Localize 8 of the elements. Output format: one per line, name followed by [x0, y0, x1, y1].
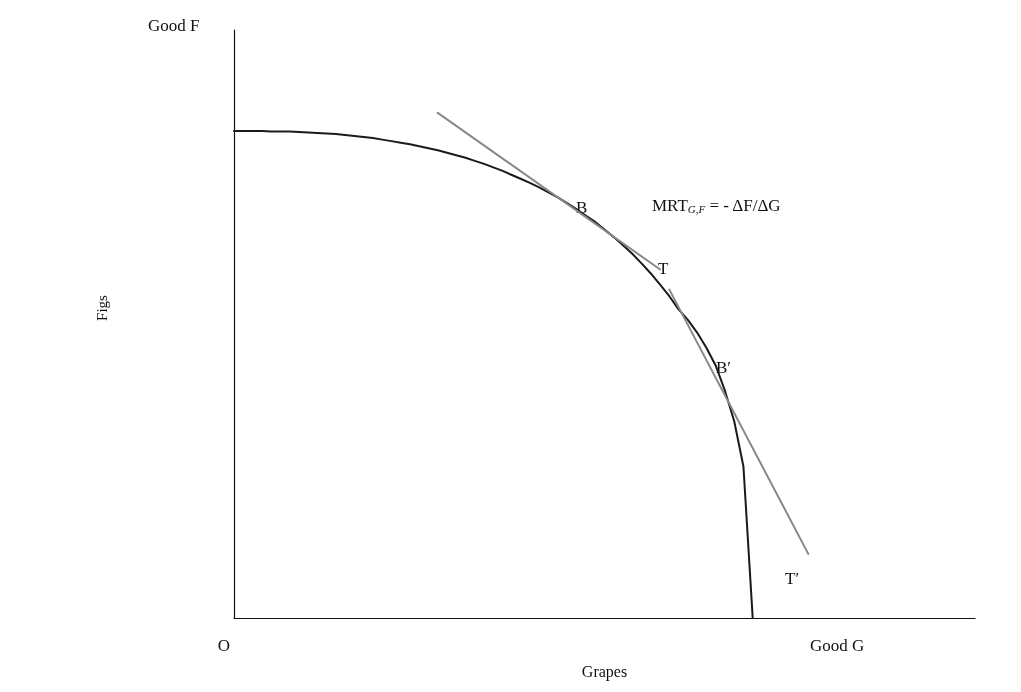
- text: Good G: [810, 635, 865, 655]
- annotation: T′: [785, 568, 800, 588]
- x-axis-title: Grapes: [581, 662, 628, 681]
- text: Good F: [148, 15, 200, 35]
- annotation: B′: [716, 357, 732, 377]
- annotation: T: [658, 258, 669, 278]
- text: Figs: [94, 294, 110, 321]
- text: O: [217, 635, 231, 655]
